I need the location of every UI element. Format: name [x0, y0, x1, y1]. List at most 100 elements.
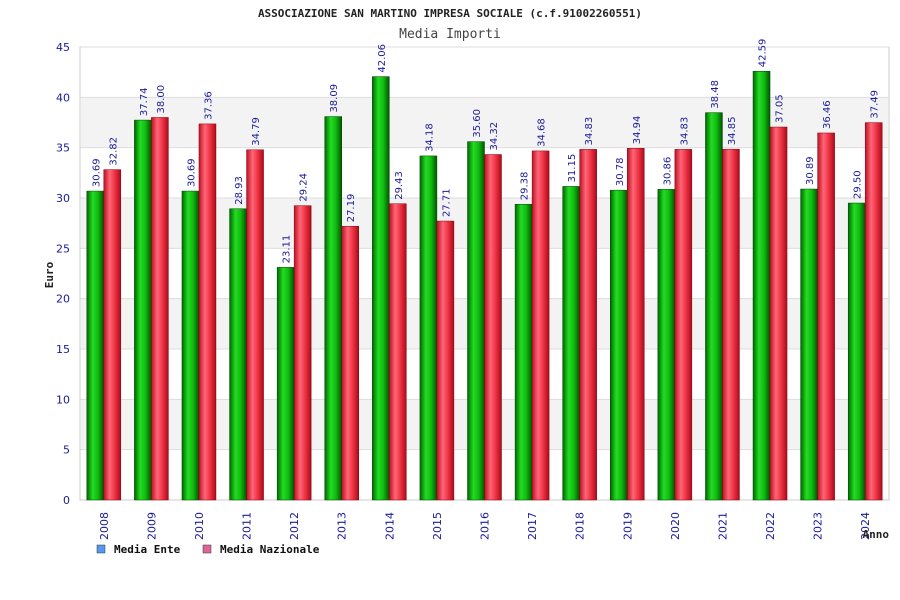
- bar-media-ente-2024: [847, 202, 866, 501]
- bar-media-nazionale-2021: [722, 148, 740, 501]
- bar-media-ente-2019: [610, 189, 628, 501]
- bar-media-nazionale-2013: [341, 226, 359, 501]
- y-axis-label: Euro: [43, 261, 56, 288]
- value-label: 29.43: [394, 171, 405, 200]
- legend: Media Ente Media Nazionale: [96, 543, 320, 556]
- bar-media-ente-2015: [419, 155, 438, 501]
- x-tick-label: 2016: [479, 512, 492, 540]
- value-label: 31.15: [567, 154, 578, 183]
- value-label: 42.06: [377, 44, 388, 73]
- chart-title: ASSOCIAZIONE SAN MARTINO IMPRESA SOCIALE…: [258, 7, 642, 20]
- value-label: 35.60: [472, 109, 483, 138]
- x-tick-label: 2020: [669, 512, 682, 540]
- value-label: 37.74: [139, 87, 150, 116]
- bar-media-nazionale-2018: [579, 149, 597, 501]
- value-label: 38.00: [156, 85, 167, 114]
- bar-media-ente-2017: [514, 203, 533, 501]
- value-label: 34.79: [251, 117, 262, 146]
- legend-label-media-ente: Media Ente: [114, 543, 181, 556]
- x-tick-label: 2023: [812, 512, 825, 540]
- x-tick-label: 2013: [336, 512, 349, 540]
- bar-media-nazionale-2023: [817, 132, 835, 501]
- x-tick-label: 2010: [193, 512, 206, 540]
- bar-media-ente-2011: [229, 208, 247, 501]
- x-tick-label: 2019: [621, 512, 634, 540]
- x-tick-label: 2021: [716, 512, 729, 540]
- bar-media-nazionale-2017: [531, 150, 550, 501]
- y-tick-label: 15: [56, 343, 70, 356]
- value-label: 30.69: [91, 158, 102, 187]
- bar-media-nazionale-2012: [293, 205, 312, 501]
- x-axis-ticks: 2008 2009 2010 2011 2012 2013 2014 2015 2016 2017…: [98, 512, 872, 540]
- value-label: 34.85: [727, 117, 738, 146]
- value-label: 34.83: [679, 117, 690, 146]
- value-label: 32.82: [108, 137, 119, 166]
- bar-media-nazionale-2022: [769, 126, 788, 501]
- bar-media-ente-2013: [324, 116, 342, 501]
- y-tick-label: 30: [56, 192, 70, 205]
- value-label: 29.24: [299, 173, 310, 202]
- bar-media-nazionale-2011: [246, 149, 264, 501]
- bar-media-ente-2016: [467, 141, 485, 501]
- value-label: 27.19: [346, 194, 357, 223]
- value-label: 34.32: [489, 122, 500, 151]
- value-label: 42.59: [758, 39, 769, 68]
- bar-media-nazionale-2016: [484, 154, 502, 501]
- value-label: 30.86: [662, 157, 673, 186]
- y-tick-label: 40: [56, 91, 70, 104]
- x-tick-label: 2017: [526, 512, 539, 540]
- value-label: 34.68: [537, 118, 548, 147]
- x-tick-label: 2012: [288, 512, 301, 540]
- value-label: 23.11: [282, 235, 293, 264]
- y-tick-label: 20: [56, 293, 70, 306]
- value-label: 34.94: [632, 116, 643, 145]
- y-tick-label: 0: [63, 494, 70, 507]
- bar-media-ente-2020: [657, 189, 676, 501]
- y-tick-label: 45: [56, 41, 70, 54]
- x-tick-label: 2011: [241, 512, 254, 540]
- bar-media-nazionale-2019: [627, 148, 645, 501]
- bar-media-nazionale-2020: [674, 149, 693, 501]
- value-label: 36.46: [822, 100, 833, 129]
- bar-media-ente-2010: [181, 190, 200, 501]
- x-axis-label: Anno: [863, 528, 890, 541]
- value-labels: 30.69 32.82 37.74 38.00 30.69 37.36 28.93 34.79…: [91, 39, 880, 264]
- value-label: 29.38: [520, 172, 531, 201]
- value-label: 37.36: [203, 91, 214, 120]
- bar-media-ente-2014: [372, 76, 390, 501]
- value-label: 29.50: [853, 170, 864, 199]
- bar-media-nazionale-2008: [103, 169, 122, 501]
- value-label: 38.48: [710, 80, 721, 109]
- legend-swatch-media-nazionale: [202, 544, 212, 554]
- x-tick-label: 2018: [574, 512, 587, 540]
- bars: [86, 71, 883, 501]
- y-tick-label: 35: [56, 142, 70, 155]
- bar-media-nazionale-2015: [436, 220, 455, 501]
- y-tick-label: 5: [63, 444, 70, 457]
- x-tick-label: 2008: [98, 512, 111, 540]
- bar-media-ente-2021: [705, 112, 723, 501]
- bar-media-nazionale-2024: [864, 122, 883, 501]
- x-tick-label: 2015: [431, 512, 444, 540]
- y-tick-label: 25: [56, 242, 70, 255]
- value-label: 28.93: [234, 176, 245, 205]
- bar-media-ente-2009: [134, 119, 152, 501]
- bar-media-ente-2008: [86, 190, 105, 501]
- value-label: 37.49: [870, 90, 881, 119]
- bar-media-ente-2022: [752, 71, 771, 501]
- value-label: 27.71: [441, 188, 452, 217]
- y-tick-label: 10: [56, 393, 70, 406]
- bar-media-ente-2012: [276, 267, 295, 501]
- value-label: 30.89: [805, 156, 816, 185]
- value-label: 30.69: [186, 158, 197, 187]
- x-tick-label: 2022: [764, 512, 777, 540]
- value-label: 30.78: [615, 158, 626, 187]
- legend-label-media-nazionale: Media Nazionale: [220, 543, 320, 556]
- y-axis-ticks: 0 5 10 15 20 25 30 35 40 45: [56, 41, 70, 507]
- bar-media-nazionale-2014: [389, 203, 407, 501]
- value-label: 37.05: [775, 94, 786, 123]
- bar-media-ente-2023: [800, 188, 818, 501]
- bar-media-nazionale-2009: [151, 117, 169, 501]
- value-label: 38.09: [329, 84, 340, 113]
